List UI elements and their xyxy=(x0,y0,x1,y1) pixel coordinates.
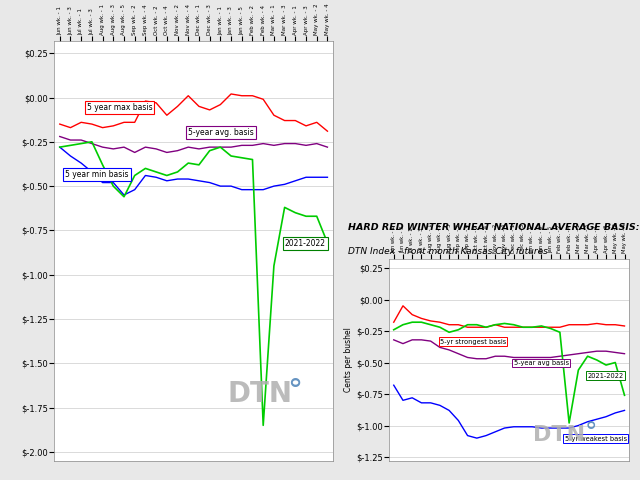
Text: 2021-2022: 2021-2022 xyxy=(285,240,326,248)
Text: 5-year avg. basis: 5-year avg. basis xyxy=(188,128,254,137)
Text: °: ° xyxy=(585,420,597,444)
Text: DTN: DTN xyxy=(533,425,585,444)
Text: °: ° xyxy=(287,377,302,406)
Text: 5-yr strongest basis: 5-yr strongest basis xyxy=(440,338,506,345)
Text: HARD RED WINTER WHEAT NATIONAL AVERAGE BASIS:: HARD RED WINTER WHEAT NATIONAL AVERAGE B… xyxy=(348,223,640,232)
Text: 5 year min basis: 5 year min basis xyxy=(65,170,129,179)
Text: 5-year avg basis: 5-year avg basis xyxy=(514,360,569,366)
Text: DTN: DTN xyxy=(227,380,292,408)
Y-axis label: Cents per bushel: Cents per bushel xyxy=(344,327,353,393)
Text: 2021-2022: 2021-2022 xyxy=(588,372,624,379)
Text: DTN Index - front month Kansas City futures: DTN Index - front month Kansas City futu… xyxy=(348,247,548,256)
Text: 5-yr weakest basis: 5-yr weakest basis xyxy=(564,436,627,442)
Text: 5 year max basis: 5 year max basis xyxy=(86,103,152,112)
